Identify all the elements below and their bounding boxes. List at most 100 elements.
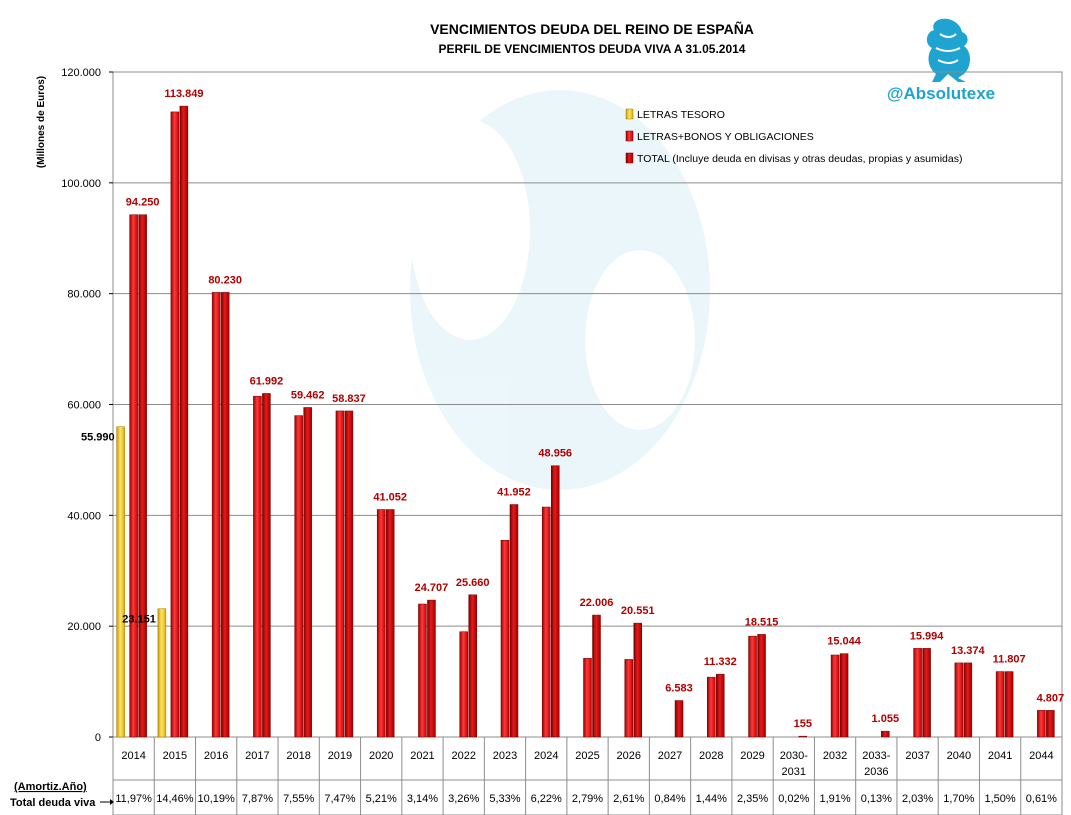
bar-2041-s2	[1004, 671, 1014, 738]
x-category-label: 2037	[905, 750, 929, 762]
data-label: 41.952	[497, 487, 531, 499]
bar-2044-s2	[1046, 710, 1055, 738]
bar-2018-s1	[294, 415, 303, 738]
bar-2025-s1	[583, 658, 592, 738]
x-category-label: 2030-	[780, 750, 808, 762]
y-tick-label: 0	[95, 732, 101, 744]
data-label: 22.006	[580, 597, 614, 609]
percentage-value: 0,61%	[1026, 793, 1057, 805]
y-tick-label: 120.000	[61, 67, 101, 79]
bar-2020-s1	[376, 509, 386, 738]
bar-2032-s1	[830, 654, 840, 738]
bar-2033-2036-s2	[881, 730, 890, 738]
percentage-value: 14,46%	[156, 793, 194, 805]
bar-2015-s2	[179, 105, 189, 738]
x-category-label: 2027	[658, 750, 682, 762]
x-category-label: 2019	[328, 750, 352, 762]
percentage-value: 1,70%	[943, 793, 974, 805]
bar-2029-s2	[757, 634, 766, 738]
percentage-value: 7,55%	[283, 793, 314, 805]
data-label: 94.250	[126, 197, 160, 209]
x-category-label: 2022	[451, 750, 475, 762]
data-label: 11.807	[993, 654, 1026, 666]
x-category-label: 2041	[988, 750, 1012, 762]
percentage-value: 3,14%	[407, 793, 438, 805]
bar-2028-s2	[716, 673, 725, 738]
data-label: 15.994	[910, 630, 945, 642]
percentage-value: 0,13%	[861, 793, 892, 805]
bar-2040-s2	[963, 662, 973, 738]
bar-2023-s1	[500, 540, 510, 738]
x-category-label: 2028	[699, 750, 723, 762]
x-category-label: 2015	[163, 750, 187, 762]
percentage-value: 7,47%	[324, 793, 355, 805]
bar-2021-s1	[418, 603, 427, 738]
percentage-value: 11,97%	[115, 793, 152, 805]
legend-swatch	[625, 152, 634, 164]
x-category-label: 2016	[204, 750, 228, 762]
chart-subtitle: PERFIL DE VENCIMIENTOS DEUDA VIVA A 31.0…	[439, 42, 746, 56]
x-category-label: 2026	[617, 750, 641, 762]
x-category-label: 2025	[575, 750, 599, 762]
x-category-label: 2032	[823, 750, 847, 762]
bar-2023-s2	[509, 504, 519, 738]
total-row-label: Total deuda viva	[10, 797, 96, 809]
data-label: 6.583	[665, 683, 693, 695]
percentage-value: 2,79%	[572, 793, 603, 805]
data-label: 18.515	[745, 616, 779, 628]
percentage-value: 10,19%	[197, 793, 235, 805]
bar-2024-s2	[550, 465, 560, 738]
percentage-value: 2,61%	[613, 793, 644, 805]
brand-handle: @Absolutexe	[887, 84, 995, 103]
percentage-value: 1,91%	[819, 793, 850, 805]
y-tick-label: 20.000	[67, 621, 101, 633]
bar-2029-s1	[748, 635, 757, 738]
bar-2022-s1	[459, 631, 468, 738]
griffin-logo-icon	[926, 18, 970, 82]
legend-label: LETRAS+BONOS Y OBLIGACIONES	[637, 131, 814, 143]
x-axis: 2014 2015 2016 2017 2018 2019 2020 2021 2022 2023…	[112, 737, 1063, 815]
bar-2016-s2	[220, 292, 230, 738]
data-label: 155	[794, 718, 812, 730]
bar-2030-2031-s2	[798, 735, 808, 738]
y-tick-label: 40.000	[67, 510, 101, 522]
bar-2015-s1	[170, 111, 180, 738]
bar-2021-s2	[427, 599, 436, 738]
bar-2032-s2	[839, 653, 849, 738]
data-labels: 55.990 94.250 23.151 113.849 80.230 61.992 59.…	[81, 88, 1064, 730]
bar-2025-s2	[592, 614, 601, 738]
bar-2037-s2	[922, 648, 931, 738]
bar-2037-s1	[913, 648, 922, 738]
data-label: 59.462	[291, 389, 325, 401]
data-label: 23.151	[122, 614, 156, 626]
legend: LETRAS TESORO LETRAS+BONOS Y OBLIGACIONES…	[625, 108, 962, 165]
percentage-value: 1,50%	[985, 793, 1016, 805]
percentage-value: 5,33%	[489, 793, 520, 805]
data-label: 48.956	[538, 448, 572, 460]
x-category-label: 2044	[1029, 750, 1053, 762]
percentage-value: 6,22%	[531, 793, 562, 805]
data-label: 13.374	[951, 645, 986, 657]
x-category-label: 2029	[740, 750, 764, 762]
x-category-label: 2033-	[862, 750, 890, 762]
percentage-value: 0,84%	[654, 793, 685, 805]
percentage-value: 7,87%	[242, 793, 273, 805]
data-label: 20.551	[621, 605, 655, 617]
data-label: 80.230	[208, 274, 242, 286]
bar-2018-s2	[303, 407, 312, 738]
x-category-label: 2031	[782, 766, 806, 778]
data-label: 15.044	[827, 636, 862, 648]
data-label: 55.990	[81, 432, 115, 444]
percentage-value: 1,44%	[696, 793, 727, 805]
percentage-value: 5,21%	[366, 793, 397, 805]
percentage-value: 2,03%	[902, 793, 933, 805]
data-label: 4.807	[1037, 692, 1065, 704]
legend-label: LETRAS TESORO	[637, 109, 725, 121]
legend-swatch	[625, 130, 634, 142]
data-label: 11.332	[704, 656, 737, 668]
bar-2017-s2	[262, 393, 271, 738]
x-category-label: 2014	[121, 750, 145, 762]
bar-2041-s1	[995, 671, 1005, 738]
bar-2028-s1	[707, 676, 716, 738]
